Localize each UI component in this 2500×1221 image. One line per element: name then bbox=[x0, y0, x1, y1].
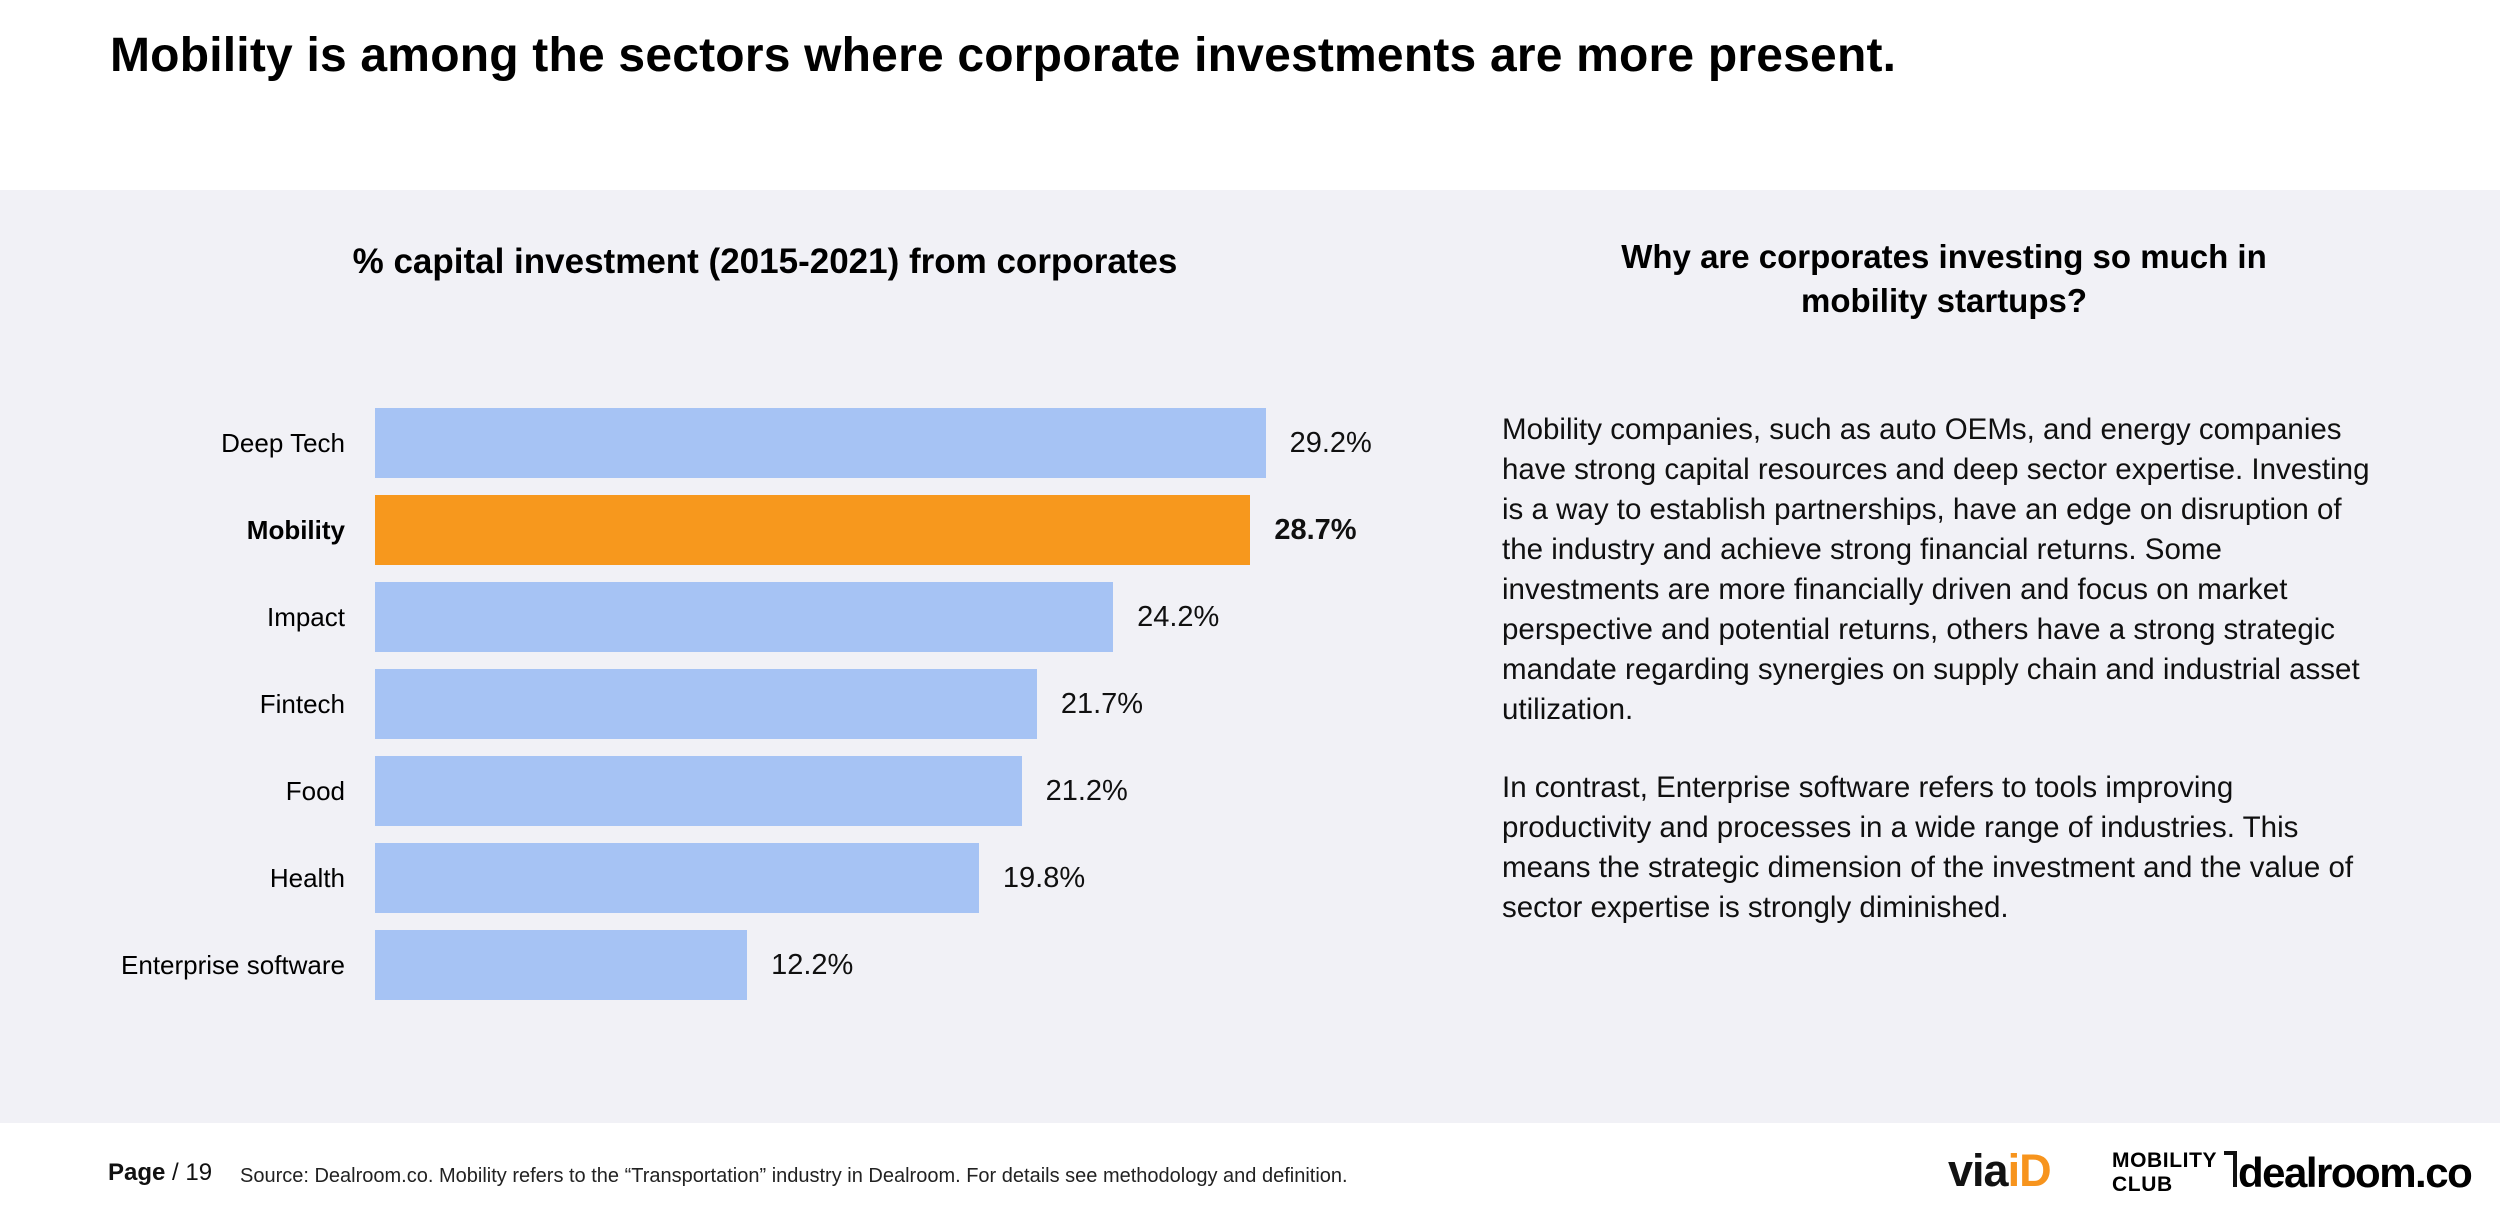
bar-row: Deep Tech 29.2% bbox=[0, 408, 1372, 478]
bar-row: Food 21.2% bbox=[0, 756, 1372, 826]
content-panel: % capital investment (2015-2021) from co… bbox=[0, 190, 2500, 1123]
commentary-heading: Why are corporates investing so much in … bbox=[1621, 238, 2267, 319]
bar-value-label: 21.2% bbox=[1045, 774, 1128, 807]
bar-row: Mobility 28.7% bbox=[0, 495, 1372, 565]
bar-category-label: Enterprise software bbox=[121, 949, 345, 980]
mobility-club-bracket-icon bbox=[2224, 1151, 2238, 1187]
commentary-paragraph-2: In contrast, Enterprise software refers … bbox=[1502, 771, 2354, 925]
bar-category-label: Impact bbox=[266, 601, 345, 632]
bar-row: Enterprise software 12.2% bbox=[0, 930, 1372, 1000]
bar-value-label: 24.2% bbox=[1137, 600, 1220, 633]
bar bbox=[375, 843, 979, 913]
dealroom-logo: dealroom.co bbox=[2238, 1149, 2473, 1196]
page-label: Page bbox=[108, 1159, 166, 1186]
bar-highlighted bbox=[375, 495, 1251, 565]
commentary-paragraph-1: Mobility companies, such as auto OEMs, a… bbox=[1502, 413, 2370, 727]
bar-value-label: 21.7% bbox=[1060, 687, 1144, 720]
bar-value-label: 19.8% bbox=[1002, 861, 1086, 894]
mobility-club-logo-text: MOBILITY CLUB bbox=[2112, 1149, 2218, 1197]
bar-category-label: Food bbox=[285, 775, 345, 806]
footer: Page / 19 Source: Dealroom.co. Mobility … bbox=[0, 1123, 2500, 1221]
chart-bars: Deep Tech 29.2% Mobility 28.7% Impact 24.2% Fi… bbox=[0, 408, 1372, 1017]
bar-row: Impact 24.2% bbox=[0, 582, 1372, 652]
bar bbox=[375, 582, 1114, 652]
bar-value-label: 29.2% bbox=[1289, 426, 1372, 459]
viaid-logo-id: iD bbox=[2007, 1145, 2052, 1196]
page-title: Mobility is among the sectors where corp… bbox=[110, 29, 1897, 82]
mobility-club-logo: MOBILITY CLUB bbox=[2112, 1149, 2238, 1197]
bar bbox=[375, 756, 1022, 826]
viaid-logo: viaiD bbox=[1948, 1145, 2052, 1197]
bar-row: Health 19.8% bbox=[0, 843, 1372, 913]
bar bbox=[375, 408, 1266, 478]
bar bbox=[375, 669, 1037, 739]
page-number: / 19 bbox=[172, 1159, 213, 1186]
commentary-section: Why are corporates investing so much in … bbox=[1502, 190, 2386, 928]
bar-category-label: Health bbox=[269, 862, 345, 893]
bar-value-label: 28.7% bbox=[1274, 513, 1357, 546]
bar-value-label: 12.2% bbox=[771, 948, 854, 981]
viaid-logo-via: via bbox=[1948, 1145, 2009, 1196]
bar-category-label: Mobility bbox=[246, 514, 345, 545]
bar bbox=[375, 930, 748, 1000]
bar-category-label: Deep Tech bbox=[221, 427, 345, 458]
page-indicator: Page / 19 bbox=[108, 1159, 212, 1187]
source-note: Source: Dealroom.co. Mobility refers to … bbox=[240, 1165, 1348, 1187]
bar-row: Fintech 21.7% bbox=[0, 669, 1372, 739]
chart-title: % capital investment (2015-2021) from co… bbox=[352, 242, 1178, 281]
bar-category-label: Fintech bbox=[259, 688, 345, 719]
